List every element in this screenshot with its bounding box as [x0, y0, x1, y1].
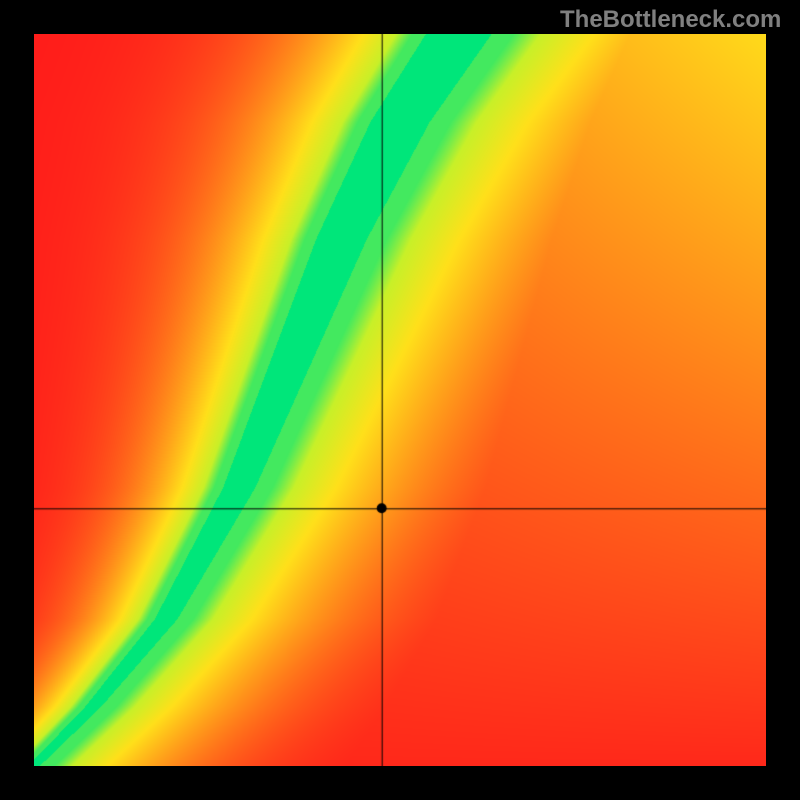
watermark-text: TheBottleneck.com: [560, 6, 781, 34]
bottleneck-heatmap: [34, 34, 766, 766]
chart-container: TheBottleneck.com: [0, 0, 800, 800]
